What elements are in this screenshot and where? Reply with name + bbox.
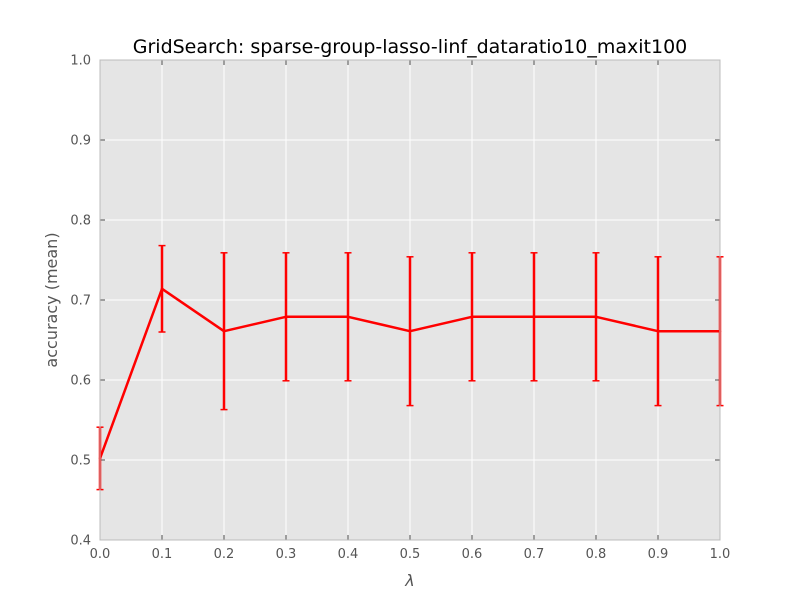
data-point <box>470 315 474 318</box>
x-tick-label: 0.8 <box>586 547 607 562</box>
y-tick-label: 0.5 <box>70 454 91 469</box>
x-tick-label: 0.3 <box>276 547 297 562</box>
x-tick-label: 1.0 <box>710 547 731 562</box>
plot-border <box>99 59 721 541</box>
x-tick-label: 0.4 <box>338 547 359 562</box>
data-point <box>284 315 288 318</box>
x-axis-label: λ <box>404 571 414 590</box>
y-tick-label: 0.9 <box>70 134 91 149</box>
y-tick-label: 0.7 <box>70 294 91 309</box>
x-tick-label: 0.2 <box>214 547 235 562</box>
y-tick-label: 0.4 <box>70 534 91 549</box>
x-tick-label: 0.0 <box>90 547 111 562</box>
chart-title: GridSearch: sparse-group-lasso-linf_data… <box>133 36 688 58</box>
plot-frame <box>99 59 721 541</box>
y-tick-label: 1.0 <box>70 54 91 69</box>
x-tick-label: 0.5 <box>400 547 421 562</box>
data-point <box>532 315 536 318</box>
data-point <box>160 287 164 290</box>
x-tick-label: 0.7 <box>524 547 545 562</box>
y-axis-label: accuracy (mean) <box>42 232 61 367</box>
x-tick-label: 0.1 <box>152 547 173 562</box>
x-tick-label: 0.9 <box>648 547 669 562</box>
x-tick-label: 0.6 <box>462 547 483 562</box>
y-tick-label: 0.6 <box>70 374 91 389</box>
data-point <box>222 330 226 333</box>
data-point <box>408 330 412 333</box>
data-point <box>656 330 660 333</box>
data-point <box>346 315 350 318</box>
data-point <box>594 315 598 318</box>
y-tick-label: 0.8 <box>70 214 91 229</box>
